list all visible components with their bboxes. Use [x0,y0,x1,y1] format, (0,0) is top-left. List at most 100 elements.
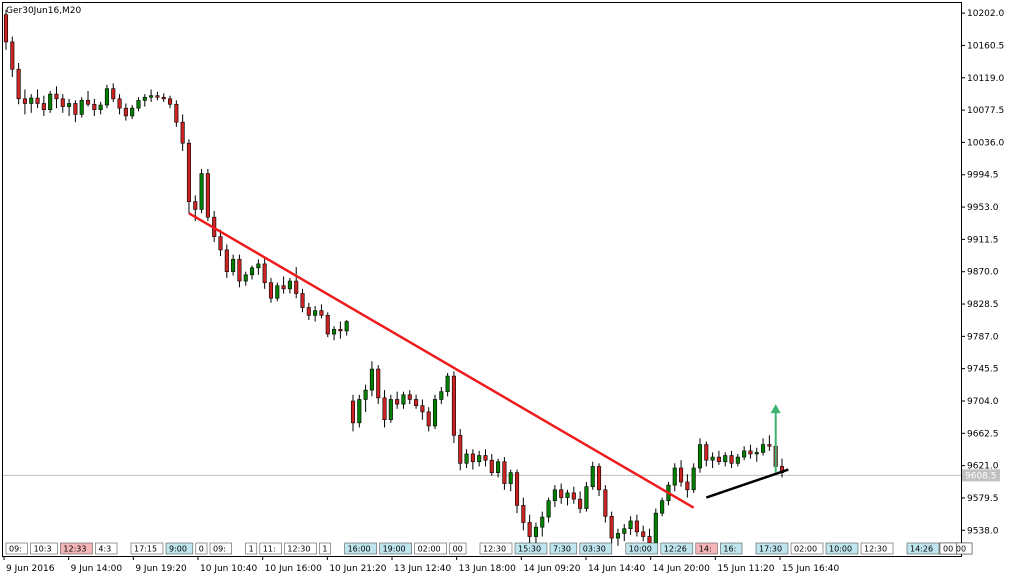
session-tag-label: 10:00 [829,545,852,554]
candle-body [401,394,406,405]
candle-body [174,103,179,123]
candle-body [10,41,15,70]
session-tag-box [259,542,282,555]
session-tag-label: 14:26 [910,545,933,554]
y-tick-label: 10160.5 [967,41,1004,51]
candle-body [464,453,469,464]
candle-body [477,455,482,463]
y-tick-label: 9953.0 [967,203,999,213]
y-tick-label: 9787.0 [967,332,999,342]
candle-body [243,274,248,282]
candle-body [350,400,356,424]
session-tag-box [825,542,859,555]
candle-body [723,455,728,463]
candle-body [85,100,91,105]
candle-body [622,528,627,534]
candle-body [376,368,381,399]
session-tag-label: 4:3 [98,545,111,554]
x-tick-label: 14 Jun 14:40 [588,564,645,574]
candle-body [597,466,602,491]
candle-body [250,267,255,276]
candle-body [382,397,387,420]
candle-body [426,411,431,427]
candle-body [552,489,557,502]
session-tag-box [195,542,208,555]
candle-body [451,375,456,436]
candle-body [521,505,526,523]
candle-body [16,68,21,100]
candle-body [691,467,696,491]
session-tag-label: 12:30 [287,545,310,554]
up-arrow-head [770,404,781,414]
candle-body [287,280,292,290]
candle-body [697,444,703,469]
session-tag-label: 02:00 [418,545,441,554]
session-tags: 09: 10:3 12:33 4:3 17:15 9:00 0 09: 1 11: 12:30 1 16… [5,542,973,555]
candle-body [325,315,330,335]
session-tag-label: 0 [199,545,204,554]
x-tick-label: 15 Jun 11:20 [717,564,774,574]
current-price-label: 9608.5 [965,471,997,481]
candle-body [407,394,412,400]
candle-body [679,467,684,483]
session-tag-box [660,542,694,555]
session-tag-label: 16:00 [348,545,371,554]
session-tag-label: 12:33 [63,545,86,554]
x-tick-label: 15 Jun 16:40 [782,564,839,574]
candle-body [489,459,494,473]
candle-body [142,96,147,101]
candle-body [224,249,229,273]
candle-body [685,481,690,491]
session-tag-box [549,542,578,555]
candle-body [660,500,665,514]
session-tag-label: 10:00 [629,545,652,554]
candle-body [704,444,709,461]
y-tick-label: 9870.0 [967,268,999,278]
session-tag-label: 1 [322,545,327,554]
session-tag-label: 03:30 [583,545,606,554]
candle-body [35,97,40,104]
candle-body [420,405,425,413]
session-tag-label: 09: [9,545,22,554]
session-tag-box [414,542,447,555]
session-tag-label: 19:00 [383,545,406,554]
session-tag-box [379,542,412,555]
candle-body [647,536,652,544]
chart-title: Ger30Jun16,M20 [6,6,82,16]
candle-body [193,201,198,210]
y-tick-label: 10077.5 [967,106,1004,116]
y-tick-label: 9538.0 [967,526,999,536]
candle-body [653,512,658,544]
session-tag-box [939,542,957,555]
candle-body [578,498,583,509]
candle-body [92,103,97,111]
candle-body [205,173,210,218]
session-tag-box [165,542,194,555]
candle-body [237,258,242,282]
candle-body [414,399,419,406]
candle-body [155,95,160,98]
session-tag-box [449,542,467,555]
candle-body [735,456,740,464]
candle-body [628,520,633,530]
candle-body [136,100,141,109]
candle-body [111,88,116,100]
x-tick-label: 9 Jun 14:00 [71,564,123,574]
x-tick-label: 14 Jun 09:20 [523,564,580,574]
candle-body [67,103,72,107]
session-tag-box [906,542,940,555]
candle-body [268,282,274,299]
session-tag-box [209,542,232,555]
session-tag-box [95,542,118,555]
session-tag-label: 00 [453,545,463,554]
candle-body [527,522,532,537]
candle-body [514,472,520,506]
candle-body [571,492,576,500]
candle-body [634,520,639,533]
session-tag-box [625,542,659,555]
candle-body [231,258,236,273]
candle-body [338,329,343,332]
candle-body [199,173,204,210]
candle-body [729,455,734,464]
candle-body [615,533,621,539]
